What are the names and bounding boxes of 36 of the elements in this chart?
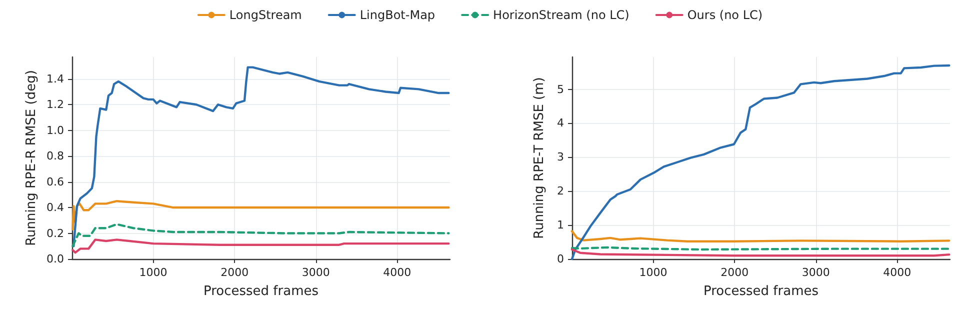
y-tick-label: 0.8 [46, 150, 64, 163]
line-series [72, 223, 450, 248]
line-series [570, 230, 950, 242]
x-tick-label: 1000 [139, 266, 168, 279]
y-tick-label: 0.6 [46, 175, 64, 188]
y-tick-label: 2 [557, 184, 564, 198]
y-tick-label: 1.0 [46, 124, 64, 137]
legend-label: HorizonStream (no LC) [493, 8, 630, 22]
y-tick-label: 0.4 [46, 201, 64, 214]
legend-label: LongStream [229, 8, 302, 22]
legend-label: LingBot-Map [360, 8, 436, 22]
line-series [72, 66, 450, 248]
x-tick-label: 2000 [720, 266, 749, 279]
x-tick-label: 4000 [383, 266, 412, 279]
x-axis-title: Processed frames [203, 284, 319, 299]
y-tick-label: 0.0 [46, 252, 64, 266]
line-series [570, 248, 950, 257]
line-series [72, 200, 450, 231]
line-series [72, 238, 450, 254]
x-tick-label: 3000 [302, 266, 330, 279]
y-tick-label: 4 [557, 116, 564, 130]
x-tick-label: 3000 [802, 266, 830, 279]
y-tick-label: 0.2 [46, 226, 64, 240]
y-axis-title: Running RPE-T RMSE (m) [532, 77, 548, 239]
x-tick-label: 2000 [220, 266, 249, 279]
legend-label: Ours (no LC) [687, 8, 763, 22]
x-tick-label: 1000 [639, 266, 668, 279]
y-tick-label: 5 [557, 82, 564, 96]
x-tick-label: 4000 [883, 266, 912, 279]
y-tick-label: 1.2 [46, 98, 64, 112]
y-tick-label: 1.4 [46, 72, 64, 86]
y-tick-label: 0 [557, 252, 564, 266]
y-tick-label: 1 [557, 218, 564, 232]
y-axis-title: Running RPE-R RMSE (deg) [24, 70, 39, 246]
y-tick-label: 3 [557, 150, 564, 164]
x-axis-title: Processed frames [703, 284, 819, 299]
